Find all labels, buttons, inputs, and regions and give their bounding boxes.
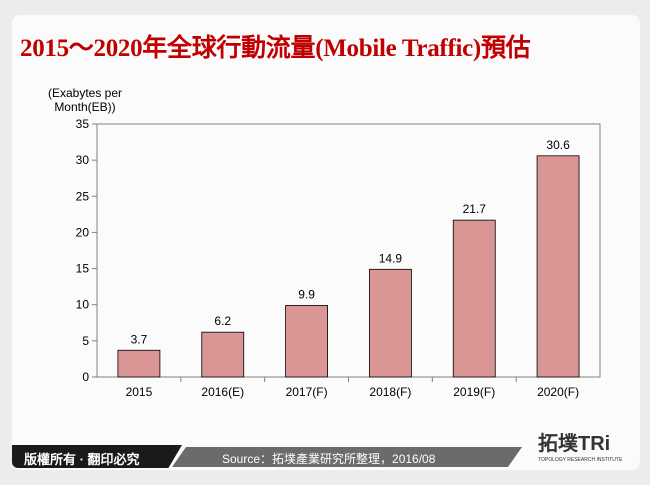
bar — [536, 155, 580, 378]
y-tick-label: 10 — [76, 298, 90, 312]
data-label: 6.2 — [214, 314, 231, 328]
bar — [201, 331, 245, 378]
plot-area — [96, 123, 601, 378]
y-axis-label: (Exabytes per Month(EB)) — [40, 86, 130, 114]
y-axis-label-line1: (Exabytes per — [47, 86, 123, 100]
copyright-text: 版權所有 · 翻印必究 — [24, 452, 140, 467]
logo-text: 拓墣TRi — [538, 433, 611, 455]
source-banner: Source：拓墣產業研究所整理，2016/08 — [172, 447, 522, 467]
data-label: 3.7 — [131, 332, 148, 346]
y-tick-label: 20 — [76, 225, 90, 239]
y-axis-label-line2: Month(EB)) — [54, 100, 116, 114]
bar — [285, 305, 328, 378]
data-label: 21.7 — [463, 202, 487, 216]
y-tick-label: 25 — [76, 189, 90, 203]
y-tick-label: 0 — [82, 370, 89, 384]
x-tick-label: 2017(F) — [286, 385, 328, 399]
data-label: 30.6 — [546, 138, 570, 152]
x-tick-label: 2019(F) — [453, 385, 495, 399]
tri-logo: 拓墣TRi TOPOLOGY RESEARCH INSTITUTE — [538, 427, 628, 467]
bar — [117, 349, 161, 378]
slide-title: 2015～2020年全球行動流量(Mobile Traffic)預估 — [20, 35, 531, 62]
y-tick-label: 30 — [76, 153, 90, 167]
y-tick-label: 15 — [76, 262, 90, 276]
copyright-banner: 版權所有 · 翻印必究 — [12, 445, 182, 468]
x-tick-label: 2016(E) — [201, 385, 244, 399]
source-text: Source：拓墣產業研究所整理，2016/08 — [222, 452, 436, 466]
bar — [452, 219, 496, 378]
y-tick-label: 35 — [76, 117, 90, 131]
bar — [369, 268, 412, 378]
x-tick-label: 2018(F) — [369, 385, 411, 399]
logo-subtext: TOPOLOGY RESEARCH INSTITUTE — [538, 457, 623, 463]
slide-card — [12, 15, 640, 470]
x-tick-label: 2015 — [126, 385, 153, 399]
x-tick-label: 2020(F) — [537, 385, 579, 399]
y-tick-label: 5 — [82, 334, 89, 348]
data-label: 9.9 — [298, 287, 315, 301]
data-label: 14.9 — [379, 251, 403, 265]
